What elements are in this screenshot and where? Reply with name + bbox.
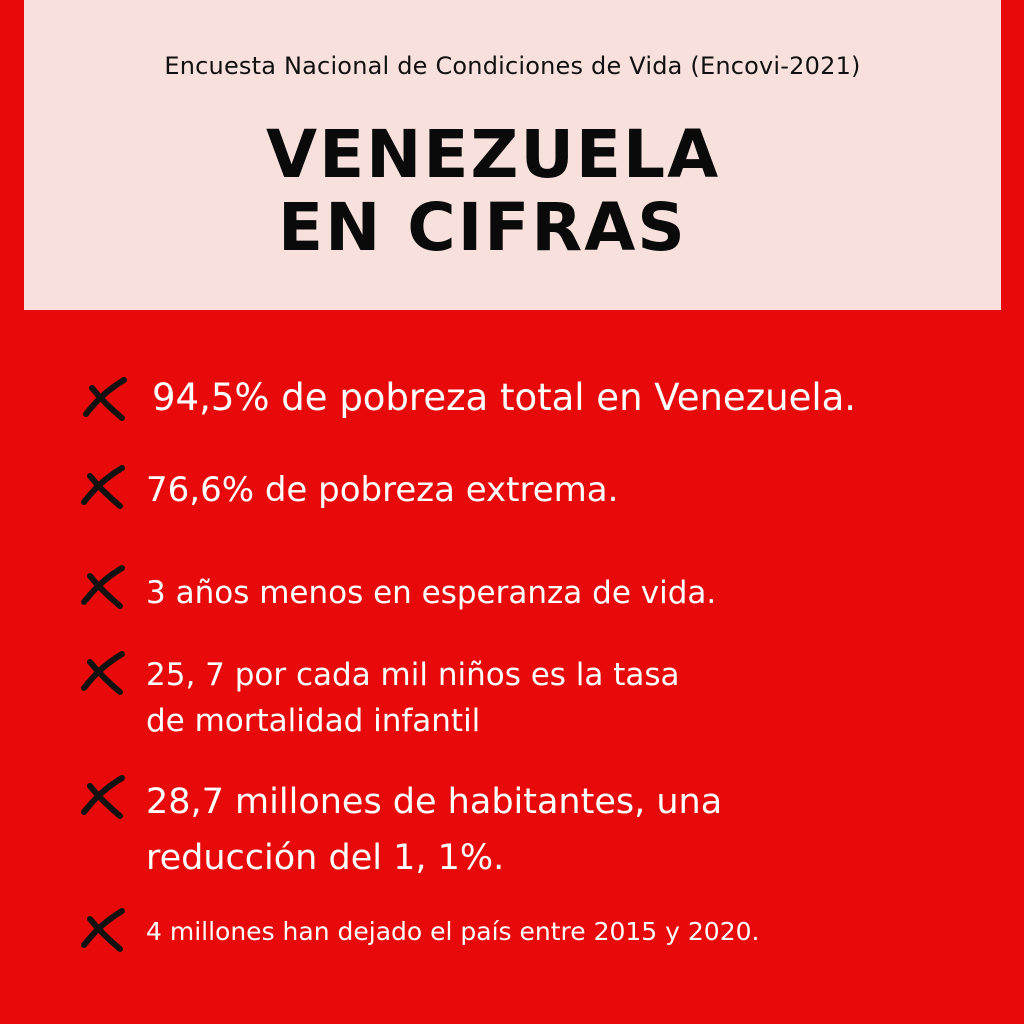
title-line-2: EN CIFRAS: [278, 189, 687, 266]
item-line: 25, 7 por cada mil niños es la tasa: [146, 657, 680, 693]
item-line: reducción del 1, 1%.: [146, 838, 505, 878]
x-mark-icon: [78, 772, 128, 822]
item-line: 3 años menos en esperanza de vida.: [146, 575, 717, 611]
item-line: 76,6% de pobreza extrema.: [146, 470, 619, 510]
x-mark-icon: [78, 462, 128, 512]
x-mark-icon: [78, 905, 128, 955]
header-panel: Encuesta Nacional de Condiciones de Vida…: [24, 0, 1001, 310]
title-line-1: VENEZUELA: [266, 116, 721, 193]
x-mark-icon: [78, 648, 128, 698]
item-line: 28,7 millones de habitantes, una: [146, 782, 723, 822]
item-line: de mortalidad infantil: [146, 703, 481, 739]
x-mark-icon: [80, 374, 130, 424]
item-line: 4 millones han dejado el país entre 2015…: [146, 917, 760, 946]
item-line: 94,5% de pobreza total en Venezuela.: [152, 376, 857, 419]
x-mark-icon: [78, 562, 128, 612]
page-title: VENEZUELA EN CIFRAS: [266, 118, 720, 264]
survey-subtitle: Encuesta Nacional de Condiciones de Vida…: [164, 52, 861, 80]
